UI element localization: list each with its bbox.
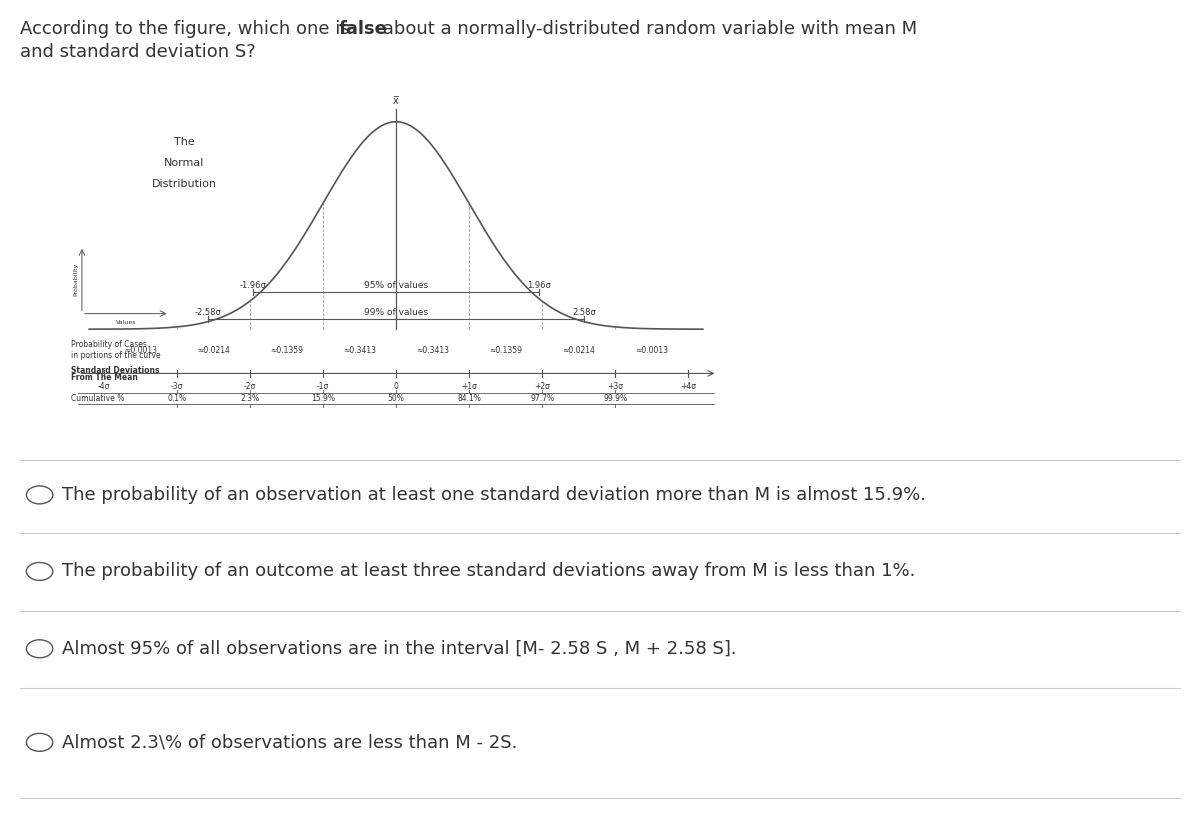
Text: 84.1%: 84.1% bbox=[457, 395, 481, 404]
Text: -1.96σ: -1.96σ bbox=[240, 281, 266, 290]
Text: +3σ: +3σ bbox=[607, 382, 623, 391]
Text: 99% of values: 99% of values bbox=[364, 308, 428, 317]
Text: According to the figure, which one is: According to the figure, which one is bbox=[20, 20, 356, 38]
Text: ≈0.0214: ≈0.0214 bbox=[562, 345, 595, 355]
Text: -4σ: -4σ bbox=[97, 382, 110, 391]
Text: -3σ: -3σ bbox=[170, 382, 184, 391]
Text: 97.7%: 97.7% bbox=[530, 395, 554, 404]
Text: and standard deviation S?: and standard deviation S? bbox=[20, 43, 256, 61]
Text: -2σ: -2σ bbox=[244, 382, 256, 391]
Text: 50%: 50% bbox=[388, 395, 404, 404]
Text: The: The bbox=[174, 137, 194, 147]
Text: -2.58σ: -2.58σ bbox=[194, 308, 221, 317]
Text: about a normally-distributed random variable with mean M: about a normally-distributed random vari… bbox=[377, 20, 917, 38]
Text: ≈0.3413: ≈0.3413 bbox=[416, 345, 449, 355]
Text: From The Mean: From The Mean bbox=[71, 373, 138, 382]
Text: ≈0.1359: ≈0.1359 bbox=[490, 345, 522, 355]
Text: ≈0.0013: ≈0.0013 bbox=[635, 345, 668, 355]
Text: Probability: Probability bbox=[73, 263, 78, 296]
Text: 0.1%: 0.1% bbox=[167, 395, 186, 404]
Text: ≈0.0214: ≈0.0214 bbox=[197, 345, 230, 355]
Text: x̅: x̅ bbox=[394, 96, 398, 106]
Text: 99.9%: 99.9% bbox=[604, 395, 628, 404]
Text: 15.9%: 15.9% bbox=[311, 395, 335, 404]
Text: The probability of an observation at least one standard deviation more than M is: The probability of an observation at lea… bbox=[62, 486, 926, 504]
Text: Distribution: Distribution bbox=[151, 178, 217, 189]
Text: ≈0.1359: ≈0.1359 bbox=[270, 345, 302, 355]
Text: 2.58σ: 2.58σ bbox=[572, 308, 596, 317]
Text: in portions of the curve: in portions of the curve bbox=[71, 351, 161, 360]
Text: 0: 0 bbox=[394, 382, 398, 391]
Text: 2.3%: 2.3% bbox=[240, 395, 259, 404]
Text: The probability of an outcome at least three standard deviations away from M is : The probability of an outcome at least t… bbox=[62, 562, 916, 580]
Text: Normal: Normal bbox=[164, 158, 204, 168]
Text: Values: Values bbox=[115, 320, 136, 325]
Text: -1σ: -1σ bbox=[317, 382, 329, 391]
Text: +4σ: +4σ bbox=[680, 382, 696, 391]
Text: Cumulative %: Cumulative % bbox=[71, 395, 125, 404]
Text: 1.96σ: 1.96σ bbox=[527, 281, 551, 290]
Text: +2σ: +2σ bbox=[534, 382, 550, 391]
Text: 95% of values: 95% of values bbox=[364, 281, 428, 290]
Text: Almost 95% of all observations are in the interval [M- 2.58 S , M + 2.58 S].: Almost 95% of all observations are in th… bbox=[62, 640, 737, 658]
Text: false: false bbox=[338, 20, 388, 38]
Text: Probability of Cases: Probability of Cases bbox=[71, 340, 146, 349]
Text: ≈0.0013: ≈0.0013 bbox=[124, 345, 157, 355]
Text: Standard Deviations: Standard Deviations bbox=[71, 366, 160, 375]
Text: ≈0.3413: ≈0.3413 bbox=[343, 345, 376, 355]
Text: +1σ: +1σ bbox=[461, 382, 476, 391]
Text: Almost 2.3\% of observations are less than M - 2S.: Almost 2.3\% of observations are less th… bbox=[62, 733, 517, 751]
